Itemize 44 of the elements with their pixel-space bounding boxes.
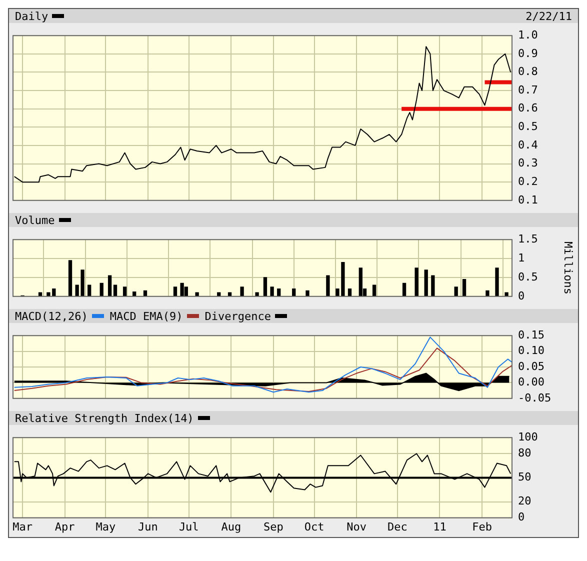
y-tick-label: 0.05 (518, 360, 544, 373)
x-tick-label: Oct (304, 520, 324, 534)
legend-label: MACD(12,26) (15, 310, 88, 322)
y-tick-label: 0.5 (518, 270, 538, 284)
x-tick-label: Apr (54, 520, 76, 534)
y-tick-label: 20 (518, 494, 532, 508)
x-tick-label: Mar (12, 520, 33, 534)
y-tick-label: 0.7 (518, 83, 538, 96)
y-tick-label: 0.15 (518, 328, 544, 342)
y-tick-label: 0.4 (518, 138, 538, 152)
x-tick-label: Feb (472, 520, 492, 534)
x-tick-label: Dec (388, 520, 408, 534)
legend-label: Divergence (204, 310, 271, 322)
y-tick-label: 0.5 (518, 120, 538, 134)
y-tick-label: 80 (518, 446, 532, 460)
y-tick-label: 50 (518, 470, 532, 484)
x-tick-label: Jul (178, 520, 199, 534)
y-tick-label: 0.9 (518, 46, 538, 60)
y-tick-label: 0.2 (518, 174, 538, 188)
x-tick-label: Aug (221, 520, 242, 534)
y-tick-label: 1.5 (518, 232, 538, 246)
x-tick-label: 11 (433, 520, 446, 534)
y-tick-label: 0.6 (518, 102, 538, 115)
text: 2/22/11 (526, 10, 572, 22)
x-tick-label: Sep (263, 520, 284, 534)
y-tick-label: 100 (518, 430, 538, 444)
y-tick-label: 0 (518, 289, 525, 302)
y-axis-title: Millions (562, 242, 575, 294)
y-tick-label: 0.3 (518, 156, 538, 170)
y-tick-label: 0.00 (518, 376, 544, 389)
y-tick-label: 0.1 (518, 193, 538, 206)
y-tick-label: 1.0 (518, 28, 538, 42)
y-tick-label: 0.10 (518, 344, 544, 358)
legend-label: MACD EMA(9) (110, 310, 183, 322)
y-tick-label: 0.8 (518, 65, 538, 78)
legend-label: Daily (15, 10, 48, 22)
y-tick-label: -0.05 (518, 391, 552, 404)
x-tick-label: Jun (138, 520, 158, 534)
legend-label: Volume (15, 214, 55, 226)
x-tick-label: May (96, 520, 116, 534)
y-tick-label: 1 (518, 251, 525, 264)
legend-label: Relative Strength Index(14) (15, 412, 194, 424)
x-tick-label: Nov (346, 520, 367, 534)
y-tick-label: 0 (518, 510, 525, 524)
